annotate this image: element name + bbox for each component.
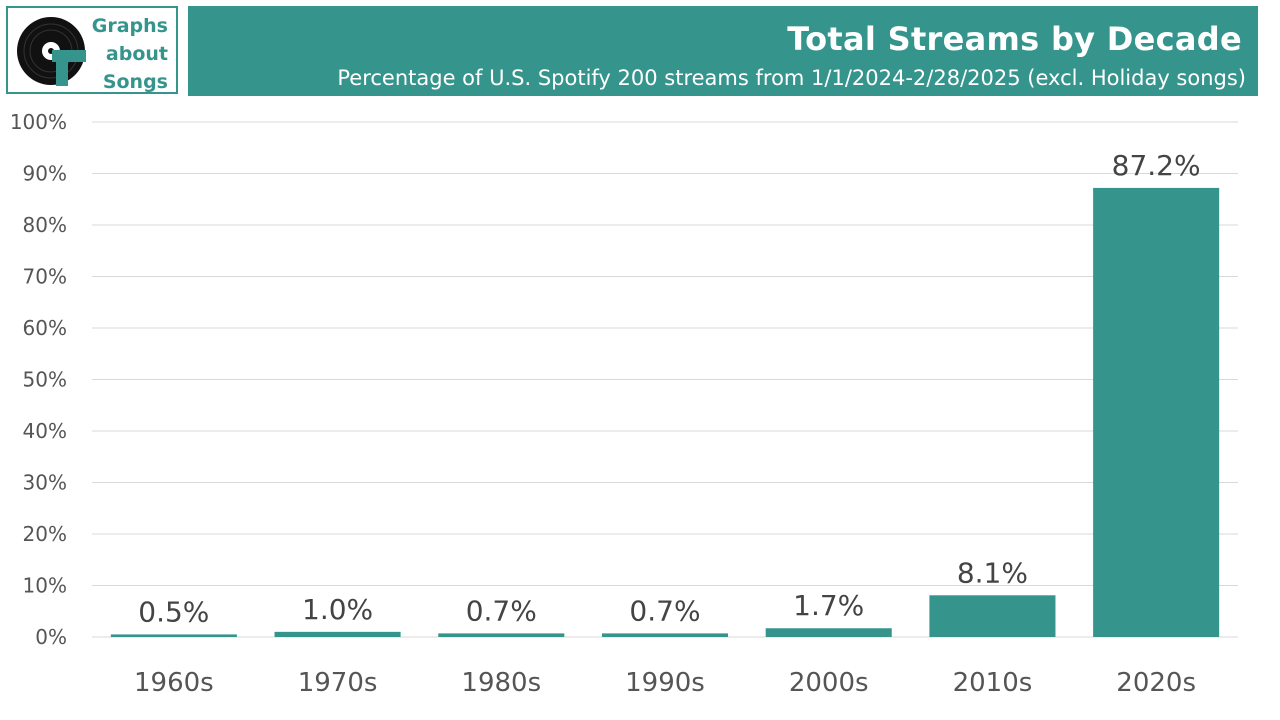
logo: Graphs about Songs xyxy=(6,6,178,94)
data-label: 8.1% xyxy=(957,556,1028,589)
chart-title: Total Streams by Decade xyxy=(787,20,1242,58)
x-tick-label: 2020s xyxy=(1116,668,1196,698)
bar xyxy=(110,634,237,637)
bar xyxy=(929,595,1056,637)
y-tick-label: 40% xyxy=(23,419,67,443)
logo-line-1: Graphs xyxy=(91,15,168,37)
y-tick-label: 100% xyxy=(10,110,67,134)
data-label: 1.0% xyxy=(302,593,373,626)
bar xyxy=(765,628,892,637)
data-label: 0.7% xyxy=(466,594,537,627)
logo-line-3: Songs xyxy=(102,71,168,93)
x-tick-label: 1980s xyxy=(461,668,541,698)
title-banner: Total Streams by Decade Percentage of U.… xyxy=(188,6,1258,96)
data-label: 0.5% xyxy=(138,595,209,628)
y-tick-label: 70% xyxy=(23,265,67,289)
x-tick-label: 2010s xyxy=(953,668,1033,698)
y-tick-label: 20% xyxy=(23,522,67,546)
y-tick-label: 50% xyxy=(23,368,67,392)
bar xyxy=(274,631,401,637)
data-label: 1.7% xyxy=(793,589,864,622)
bar xyxy=(438,633,565,637)
x-tick-label: 1990s xyxy=(625,668,705,698)
y-tick-label: 0% xyxy=(35,625,67,649)
bar xyxy=(601,633,729,637)
y-tick-label: 90% xyxy=(23,162,67,186)
bar-chart: 0% 10% 20% 30% 40% 50% 60% 70% 80% 90% 100% 0.5% 196… xyxy=(10,110,1238,698)
logo-line-2: about xyxy=(105,43,168,65)
x-tick-label: 1970s xyxy=(298,668,378,698)
data-label: 87.2% xyxy=(1112,149,1201,182)
x-tick-label: 1960s xyxy=(134,668,214,698)
y-tick-label: 80% xyxy=(23,213,67,237)
logo-text: Graphs about Songs xyxy=(92,12,168,96)
bar xyxy=(1093,187,1220,638)
x-tick-label: 2000s xyxy=(789,668,869,698)
y-tick-label: 30% xyxy=(23,471,67,495)
chart-subtitle: Percentage of U.S. Spotify 200 streams f… xyxy=(337,66,1246,90)
y-tick-label: 10% xyxy=(23,574,67,598)
data-label: 0.7% xyxy=(629,594,700,627)
y-tick-label: 60% xyxy=(23,316,67,340)
vinyl-record-icon xyxy=(17,17,86,86)
